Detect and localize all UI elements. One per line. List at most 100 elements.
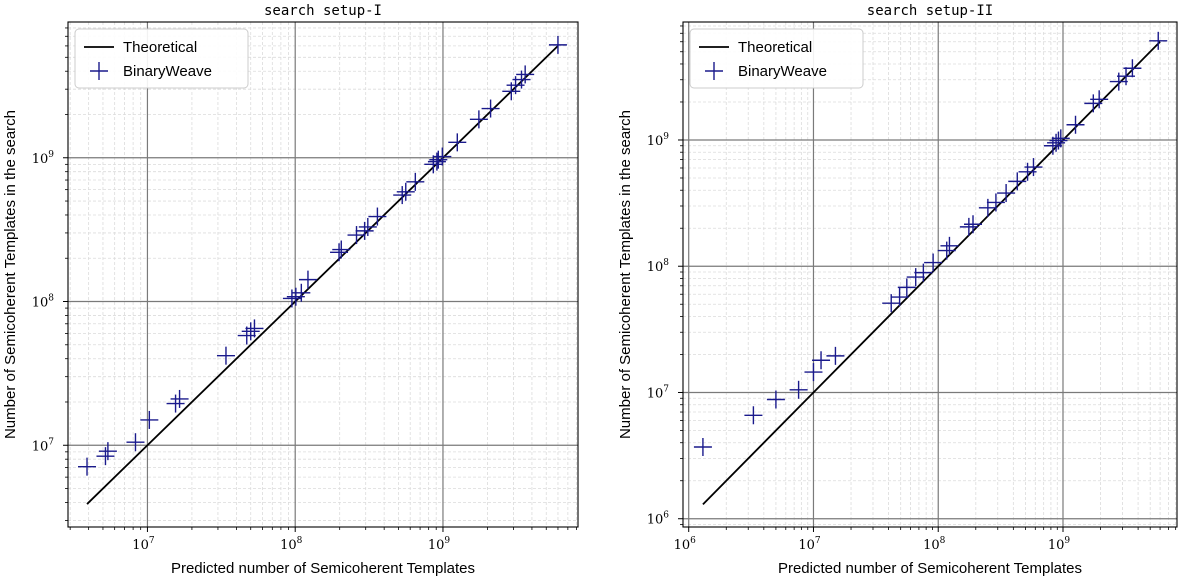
- legend-box: [689, 28, 864, 89]
- data-point: [347, 226, 366, 245]
- data-point: [1090, 90, 1109, 109]
- data-point: [986, 193, 1005, 212]
- data-point: [429, 150, 448, 169]
- data-point: [1109, 72, 1128, 91]
- binaryweave-series: [693, 31, 1168, 456]
- x-tick-label: 109: [1048, 536, 1071, 553]
- data-point: [78, 457, 97, 476]
- data-point: [332, 240, 351, 259]
- y-tick-label: 108: [32, 294, 55, 311]
- data-point: [393, 186, 412, 205]
- data-point: [812, 351, 831, 370]
- data-point: [940, 236, 959, 255]
- axes-frame: [682, 21, 1178, 528]
- data-point: [96, 447, 115, 466]
- y-tick-label: 109: [647, 132, 670, 149]
- data-point: [766, 390, 785, 409]
- y-tick-label: 107: [647, 384, 670, 401]
- data-point: [914, 263, 933, 282]
- y-tick-label: 109: [32, 150, 55, 167]
- data-point: [396, 182, 415, 201]
- data-point: [330, 243, 349, 262]
- y-tick-label: 107: [32, 437, 55, 454]
- data-point: [1008, 172, 1027, 191]
- data-point: [358, 217, 377, 236]
- data-point: [126, 433, 145, 452]
- legend-label-binaryweave: BinaryWeave: [123, 63, 212, 80]
- x-axis-label: Predicted number of Semicoherent Templat…: [171, 560, 475, 577]
- data-point: [906, 268, 925, 287]
- data-point: [937, 241, 956, 260]
- data-point: [433, 147, 452, 166]
- data-point: [216, 346, 235, 365]
- legend-box: [74, 28, 249, 89]
- data-point: [245, 319, 264, 338]
- data-point: [1049, 131, 1068, 150]
- legend-label-theoretical: Theoretical: [738, 39, 812, 56]
- data-point: [298, 270, 317, 289]
- legend-label-binaryweave: BinaryWeave: [738, 63, 827, 80]
- data-point: [978, 198, 997, 217]
- data-point: [1123, 59, 1142, 78]
- data-point: [98, 442, 117, 461]
- data-point: [744, 406, 763, 425]
- data-point: [548, 35, 567, 54]
- data-point: [241, 322, 260, 341]
- chart-panel-1: 107 108 109 107 108 109 search setup-I Predicte…: [2, 3, 579, 577]
- x-tick-label: 108: [923, 536, 946, 553]
- data-point: [1047, 133, 1066, 152]
- data-point: [406, 172, 425, 191]
- data-point: [292, 283, 311, 302]
- data-point: [368, 207, 387, 226]
- y-axis-label: Number of Semicoherent Templates in the …: [617, 110, 634, 439]
- y-tick-label: 108: [647, 258, 670, 275]
- data-point: [959, 217, 978, 236]
- data-point: [448, 133, 467, 152]
- data-point: [1149, 31, 1168, 50]
- legend-plus-swatch: [90, 62, 108, 80]
- data-point: [516, 65, 535, 84]
- chart-title: search setup-II: [867, 3, 993, 19]
- data-point: [424, 155, 443, 174]
- x-axis-label: Predicted number of Semicoherent Templat…: [778, 560, 1082, 577]
- data-point: [1066, 115, 1085, 134]
- data-point: [897, 278, 916, 297]
- data-point: [693, 437, 712, 456]
- legend-plus-swatch: [705, 62, 723, 80]
- data-point: [804, 363, 823, 382]
- axes-frame: [67, 21, 579, 528]
- data-point: [481, 99, 500, 118]
- data-point: [512, 70, 531, 89]
- data-point: [282, 289, 301, 308]
- grid: [68, 22, 578, 527]
- x-tick-label: 107: [798, 536, 821, 553]
- data-point: [924, 253, 943, 272]
- data-point: [286, 287, 305, 306]
- data-point: [997, 184, 1016, 203]
- y-axis-label: Number of Semicoherent Templates in the …: [2, 110, 19, 439]
- data-point: [140, 410, 159, 429]
- data-point: [1051, 129, 1070, 148]
- chart-panel-2: 106 107 108 109 106 107 108 109 search setup-II P…: [617, 3, 1178, 577]
- data-point: [469, 110, 488, 129]
- binaryweave-series: [78, 35, 567, 476]
- data-point: [355, 221, 374, 240]
- x-tick-label: 107: [132, 536, 155, 553]
- data-point: [890, 288, 909, 307]
- data-point: [1024, 158, 1043, 177]
- data-point: [166, 394, 185, 413]
- data-point: [789, 380, 808, 399]
- y-tick-label: 106: [647, 511, 670, 528]
- data-point: [964, 215, 983, 234]
- x-tick-label: 108: [280, 536, 303, 553]
- x-tick-label: 106: [674, 536, 697, 553]
- chart-title: search setup-I: [264, 3, 382, 19]
- data-point: [826, 346, 845, 365]
- data-point: [237, 326, 256, 345]
- x-tick-label: 109: [428, 536, 451, 553]
- data-point: [170, 389, 189, 408]
- legend: Theoretical BinaryWeave: [74, 28, 249, 89]
- legend: Theoretical BinaryWeave: [689, 28, 864, 89]
- legend-label-theoretical: Theoretical: [123, 39, 197, 56]
